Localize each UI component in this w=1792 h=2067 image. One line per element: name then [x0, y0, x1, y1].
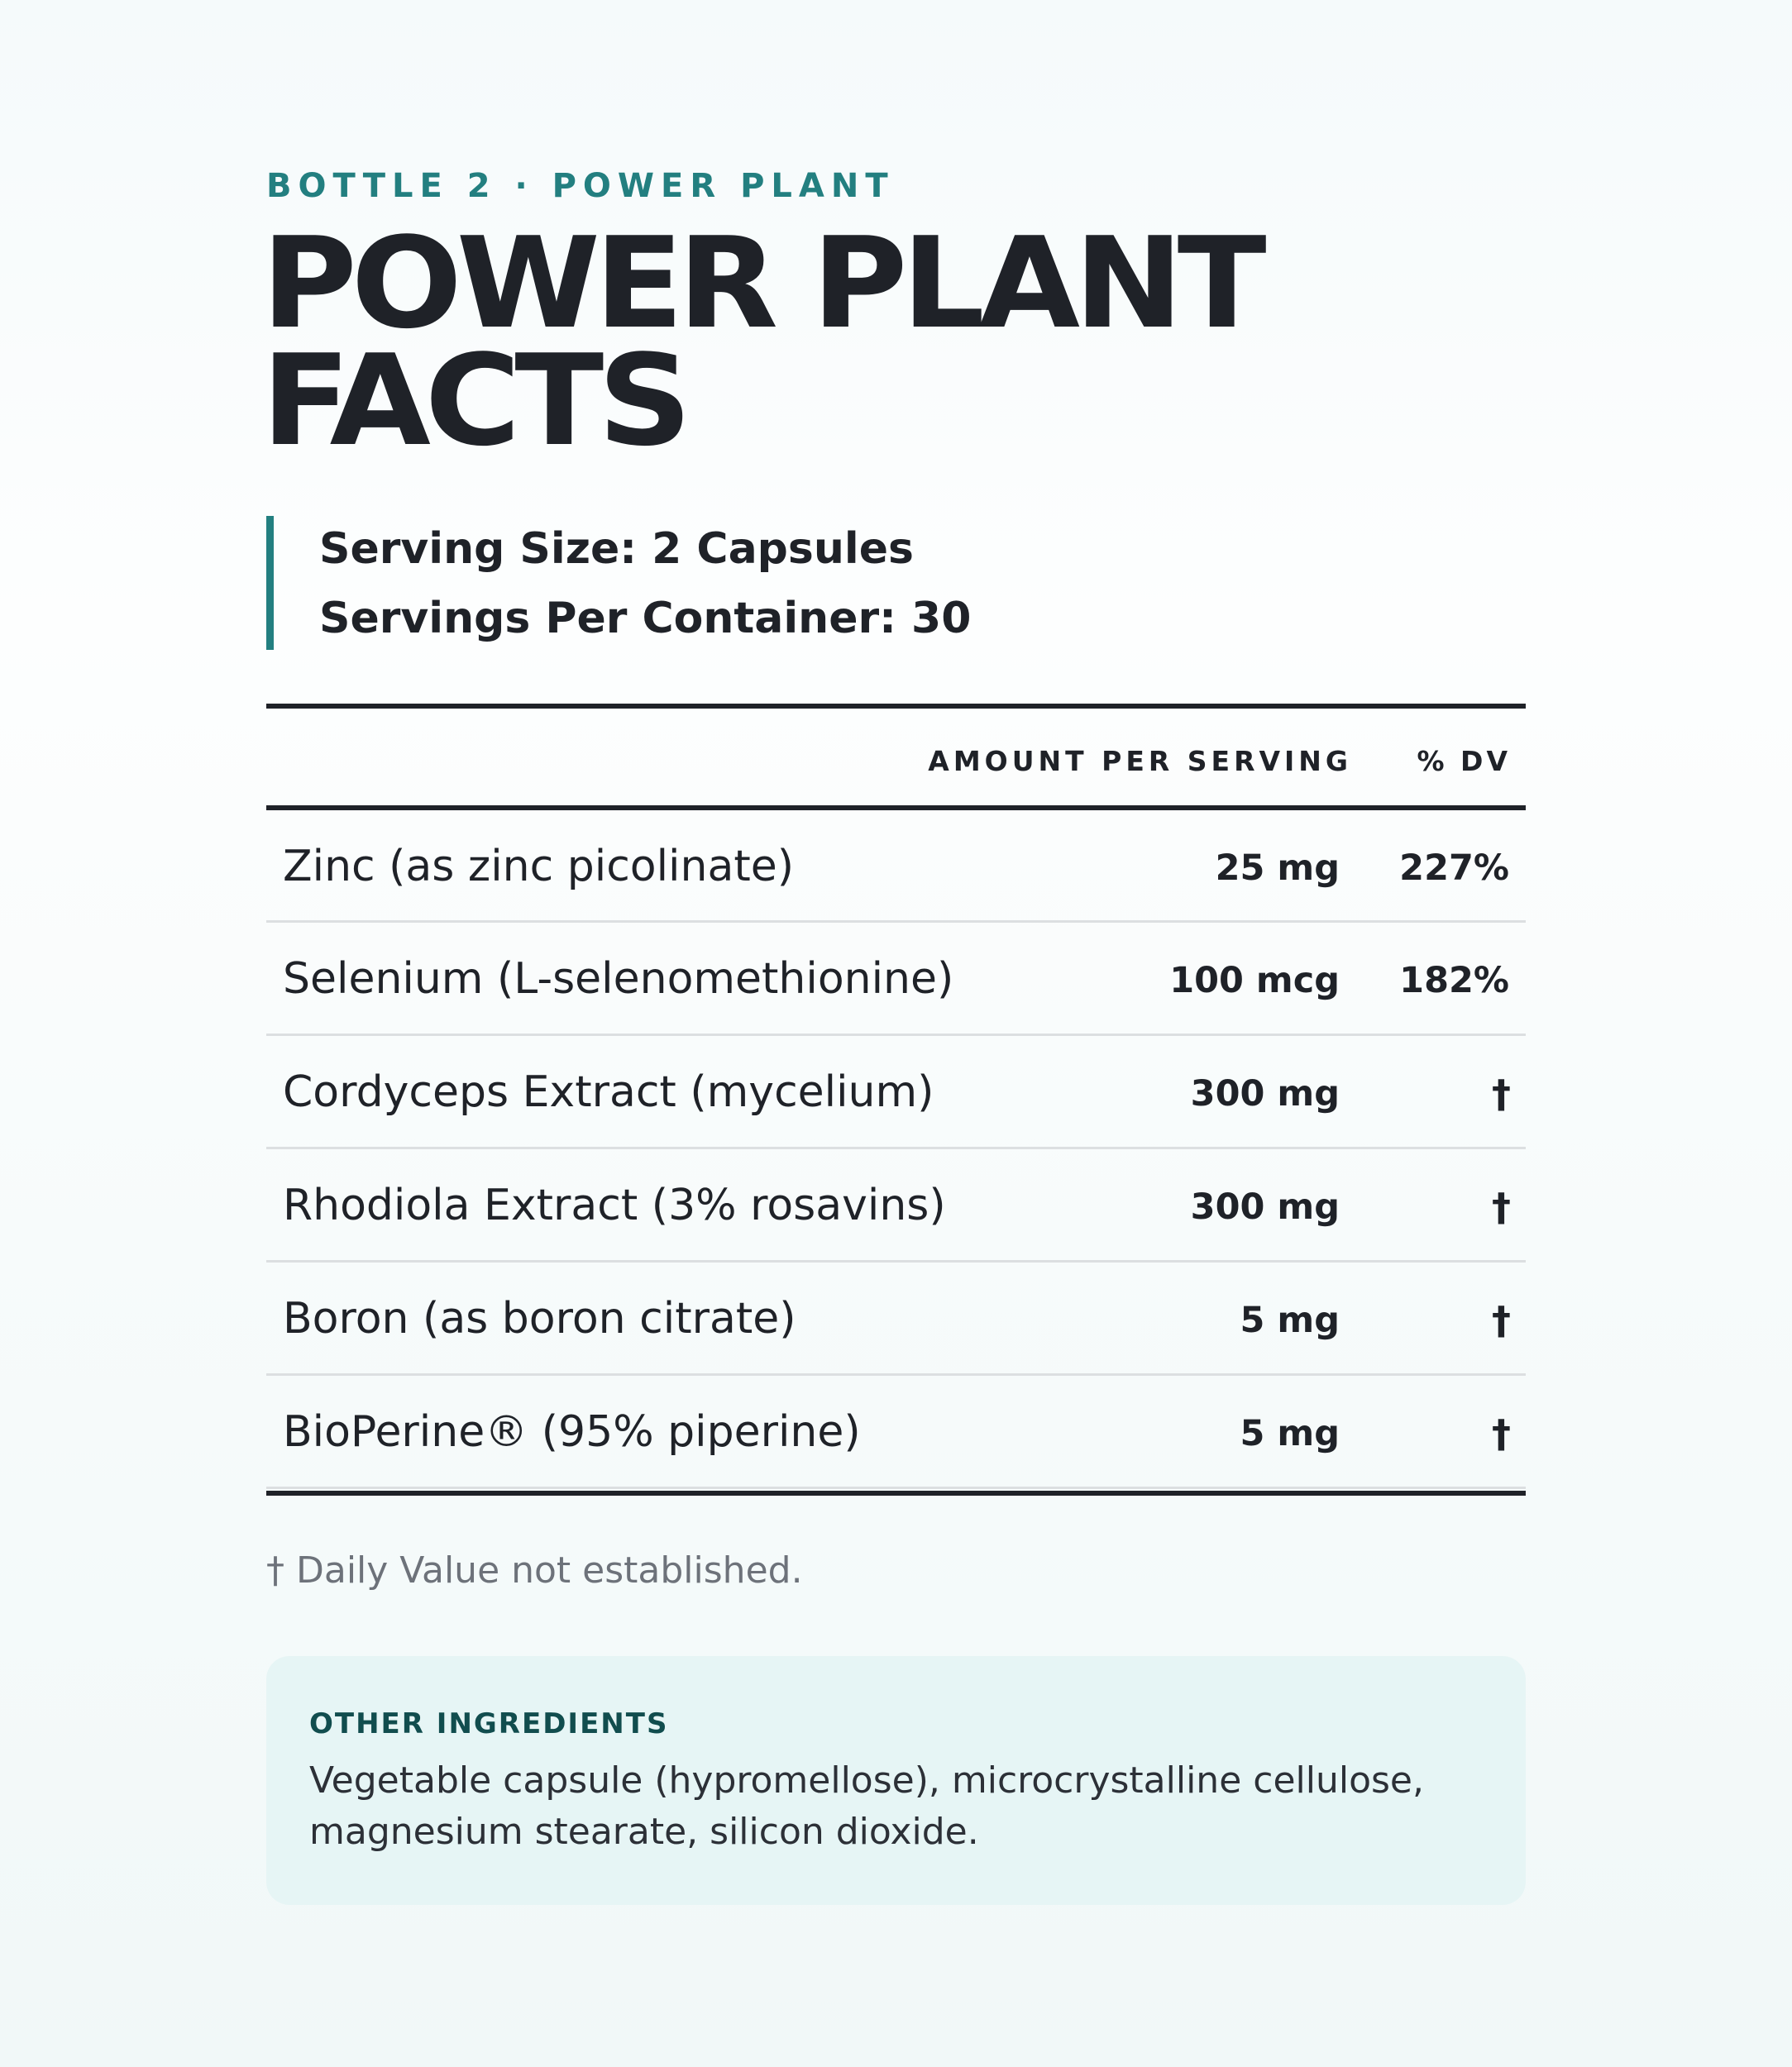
table-header-rule: [266, 805, 1526, 810]
ingredient-name: Rhodiola Extract (3% rosavins): [283, 1181, 946, 1230]
table-row: Zinc (as zinc picolinate) 25 mg 227%: [266, 810, 1526, 923]
table-bottom-rule: [266, 1491, 1526, 1496]
ingredient-name: Boron (as boron citrate): [283, 1294, 796, 1344]
serving-size: Serving Size: 2 Capsules: [319, 524, 914, 574]
ingredient-amount: 5 mg: [1240, 1300, 1340, 1341]
ingredient-dv: †: [1492, 1185, 1511, 1229]
ingredient-name: BioPerine® (95% piperine): [283, 1407, 861, 1457]
ingredient-amount: 300 mg: [1190, 1186, 1340, 1228]
ingredient-dv: †: [1492, 1072, 1511, 1116]
ingredient-dv: †: [1492, 1411, 1511, 1456]
table-row: BioPerine® (95% piperine) 5 mg †: [266, 1376, 1526, 1489]
servings-per-container: Servings Per Container: 30: [319, 594, 972, 643]
other-ingredients-title: OTHER INGREDIENTS: [309, 1707, 669, 1740]
daily-value-footnote: † Daily Value not established.: [266, 1549, 803, 1592]
ingredient-amount: 300 mg: [1190, 1073, 1340, 1115]
ingredient-name: Cordyceps Extract (mycelium): [283, 1067, 934, 1117]
ingredient-dv: 227%: [1399, 847, 1509, 889]
page-title: POWER PLANT FACTS: [261, 210, 1637, 474]
table-row: Boron (as boron citrate) 5 mg †: [266, 1263, 1526, 1376]
table-row: Cordyceps Extract (mycelium) 300 mg †: [266, 1036, 1526, 1149]
facts-table: AMOUNT PER SERVING % DV Zinc (as zinc pi…: [266, 704, 1526, 1496]
ingredient-dv: 182%: [1399, 960, 1509, 1001]
header-amount-per-serving: AMOUNT PER SERVING: [928, 745, 1352, 777]
table-top-rule: [266, 704, 1526, 709]
ingredient-amount: 100 mcg: [1169, 960, 1340, 1001]
title-line-1: POWER PLANT: [261, 210, 1267, 356]
serving-info: Serving Size: 2 Capsules Servings Per Co…: [266, 516, 971, 650]
ingredient-amount: 25 mg: [1215, 847, 1340, 889]
ingredient-amount: 5 mg: [1240, 1413, 1340, 1454]
ingredient-name: Zinc (as zinc picolinate): [283, 842, 794, 891]
table-header-row: AMOUNT PER SERVING % DV: [266, 709, 1526, 805]
table-row: Selenium (L-selenomethionine) 100 mcg 18…: [266, 923, 1526, 1036]
table-row: Rhodiola Extract (3% rosavins) 300 mg †: [266, 1149, 1526, 1263]
ingredient-dv: †: [1492, 1298, 1511, 1343]
other-ingredients-text: Vegetable capsule (hypromellose), microc…: [309, 1759, 1424, 1853]
other-ingredients-panel: OTHER INGREDIENTS Vegetable capsule (hyp…: [266, 1656, 1526, 1905]
ingredient-name: Selenium (L-selenomethionine): [283, 954, 954, 1004]
title-line-2: FACTS: [261, 327, 692, 474]
header-daily-value: % DV: [1417, 745, 1511, 777]
eyebrow-label: BOTTLE 2 · POWER PLANT: [266, 167, 895, 205]
